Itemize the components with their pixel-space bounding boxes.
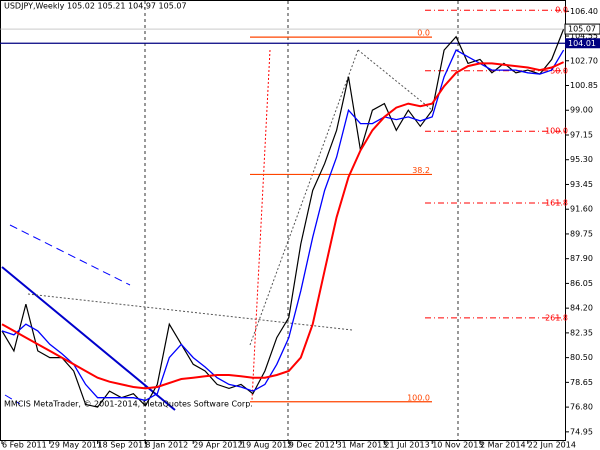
price-line — [1, 49, 565, 402]
x-tick-label: 29 May 2011 — [50, 441, 102, 450]
y-tick-label: 91.60 — [570, 205, 593, 214]
price-line — [1, 61, 565, 390]
fib-label: 161.8 — [545, 199, 568, 208]
fib-label: 261.8 — [545, 313, 568, 322]
plot-frame — [0, 0, 566, 441]
channel-line — [4, 394, 21, 405]
level-box — [565, 38, 600, 49]
y-tick-label: 104.55 — [570, 32, 598, 41]
x-tick-label: 8 Jan 2012 — [145, 441, 188, 450]
trend-line — [1, 266, 176, 411]
y-tick-label: 78.65 — [570, 378, 593, 387]
copyright: MMCIS MetaTrader, © 2001-2014, MetaQuote… — [4, 400, 253, 409]
trend-lines — [1, 49, 433, 411]
chart-title: USDJPY,Weekly 105.02 105.21 104.97 105.0… — [4, 2, 187, 11]
x-tick-label: 9 Dec 2012 — [289, 441, 335, 450]
x-tick-label: 2 Mar 2014 — [480, 441, 526, 450]
y-tick-label: 87.90 — [570, 254, 593, 263]
y-tick-label: 74.95 — [570, 427, 593, 436]
y-tick-label: 80.50 — [570, 353, 593, 362]
last-price-label: 105.07 — [568, 25, 596, 34]
last-price-box — [564, 23, 600, 35]
x-tick-label: 18 Sep 2011 — [98, 441, 149, 450]
fib-label: 50.0 — [550, 66, 568, 75]
channel-line — [9, 224, 131, 286]
y-tick-label: 76.80 — [570, 403, 593, 412]
x-tick-label: 22 Jun 2014 — [528, 441, 576, 450]
level-label: 104.01 — [568, 39, 596, 48]
x-tick-label: 21 Jul 2013 — [384, 441, 429, 450]
y-tick-label: 89.75 — [570, 229, 593, 238]
period-separators — [144, 1, 459, 440]
x-tick-label: 29 Apr 2012 — [193, 441, 242, 450]
y-tick-label: 106.40 — [570, 7, 598, 16]
fib-label: 0.0 — [417, 29, 430, 38]
fib-diagonal — [251, 49, 271, 401]
y-tick-label: 86.05 — [570, 279, 593, 288]
y-tick-label: 84.20 — [570, 304, 593, 313]
y-tick-label: 93.45 — [570, 180, 593, 189]
y-tick-label: 102.70 — [570, 56, 598, 65]
price-line — [1, 28, 565, 408]
y-tick-label: 97.15 — [570, 130, 593, 139]
x-tick-label: 10 Nov 2013 — [432, 441, 483, 450]
y-tick-label: 82.35 — [570, 328, 593, 337]
fib-label: 100.0 — [407, 393, 430, 402]
x-tick-label: 6 Feb 2011 — [2, 441, 47, 450]
trend-line — [249, 49, 359, 346]
y-tick-label: 100.85 — [570, 81, 598, 90]
fib-label: 0.0 — [555, 6, 568, 15]
y-tick-label: 95.30 — [570, 155, 593, 164]
fib-label: 38.2 — [412, 166, 430, 175]
x-tick-label: 31 Mar 2013 — [337, 441, 388, 450]
y-tick-label: 99.00 — [570, 106, 593, 115]
x-tick-label: 19 Aug 2012 — [241, 441, 292, 450]
fib-label: 100.0 — [545, 127, 568, 136]
